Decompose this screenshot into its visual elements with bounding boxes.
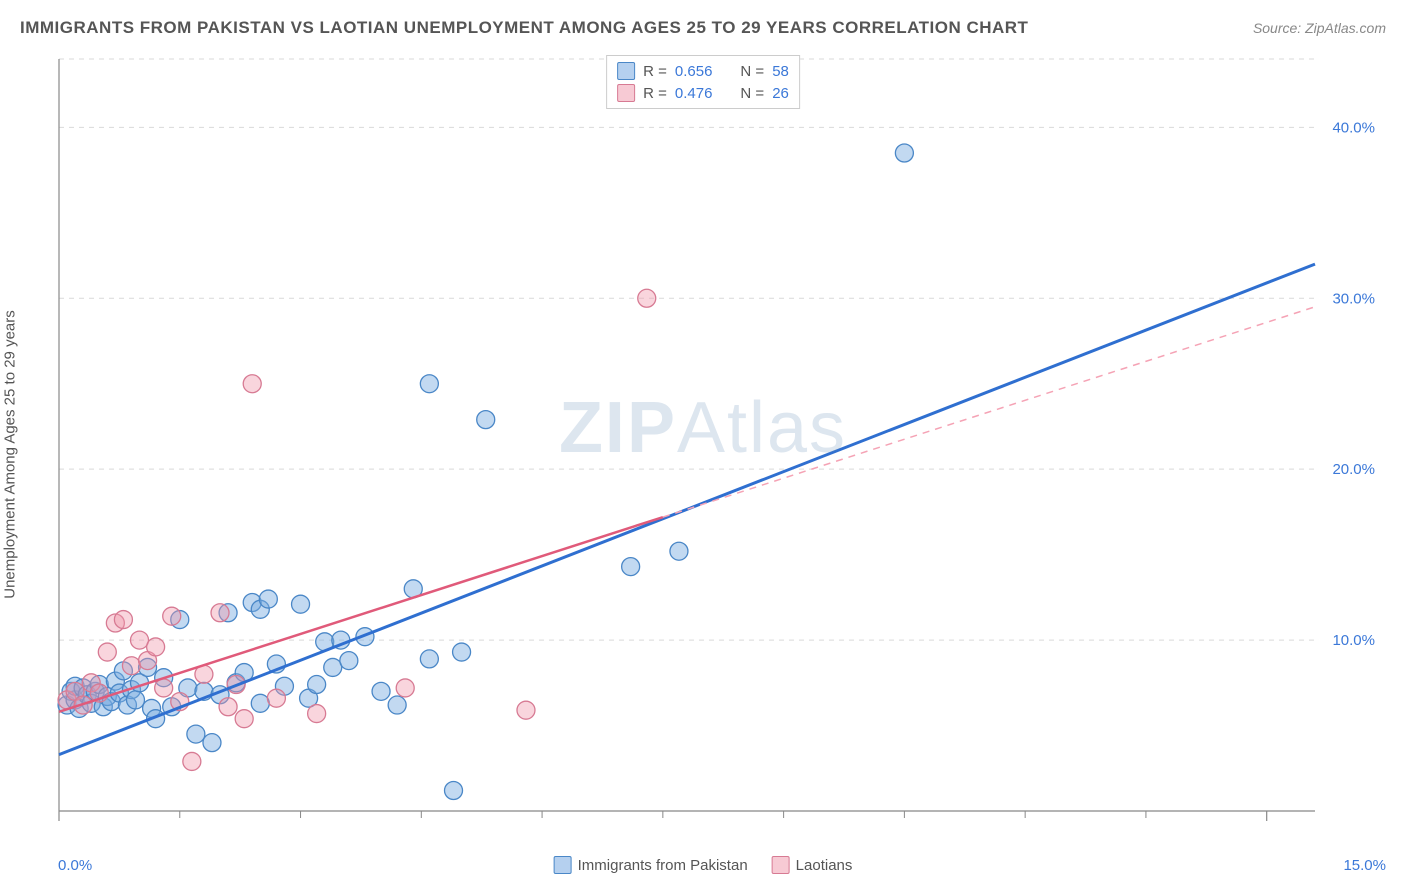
correlation-row-laotians: R = 0.476 N = 26 — [617, 82, 789, 104]
n-label: N = — [740, 63, 764, 80]
title-bar: IMMIGRANTS FROM PAKISTAN VS LAOTIAN UNEM… — [20, 18, 1386, 38]
legend-label-pakistan: Immigrants from Pakistan — [578, 857, 748, 874]
legend-item-laotians: Laotians — [772, 856, 853, 874]
scatter-plot-svg: 10.0% 20.0% 30.0% 40.0% — [55, 55, 1385, 835]
n-label: N = — [740, 85, 764, 102]
legend-item-pakistan: Immigrants from Pakistan — [554, 856, 748, 874]
r-label: R = — [643, 85, 667, 102]
swatch-laotians — [617, 84, 635, 102]
chart-source: Source: ZipAtlas.com — [1253, 20, 1386, 36]
correlation-row-pakistan: R = 0.656 N = 58 — [617, 60, 789, 82]
r-value-pakistan: 0.656 — [675, 63, 713, 80]
y-axis-label: Unemployment Among Ages 25 to 29 years — [2, 310, 19, 599]
n-value-pakistan: 58 — [772, 63, 789, 80]
swatch-pakistan — [617, 62, 635, 80]
chart-plot-area: 10.0% 20.0% 30.0% 40.0% — [55, 55, 1396, 837]
series-legend: Immigrants from Pakistan Laotians — [554, 856, 853, 874]
legend-swatch-laotians — [772, 856, 790, 874]
r-value-laotians: 0.476 — [675, 85, 713, 102]
x-axis-min-label: 0.0% — [58, 857, 92, 874]
n-value-laotians: 26 — [772, 85, 789, 102]
r-label: R = — [643, 63, 667, 80]
legend-swatch-pakistan — [554, 856, 572, 874]
svg-text:30.0%: 30.0% — [1332, 290, 1375, 307]
svg-text:20.0%: 20.0% — [1332, 461, 1375, 478]
legend-label-laotians: Laotians — [796, 857, 853, 874]
chart-title: IMMIGRANTS FROM PAKISTAN VS LAOTIAN UNEM… — [20, 18, 1028, 38]
x-axis-max-label: 15.0% — [1343, 857, 1386, 874]
svg-text:10.0%: 10.0% — [1332, 632, 1375, 649]
correlation-legend: R = 0.656 N = 58 R = 0.476 N = 26 — [606, 55, 800, 109]
svg-text:40.0%: 40.0% — [1332, 119, 1375, 136]
